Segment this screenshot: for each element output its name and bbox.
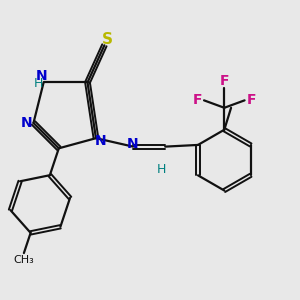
Text: S: S	[102, 32, 112, 47]
Text: H: H	[157, 163, 166, 176]
Text: N: N	[36, 69, 48, 83]
Text: N: N	[95, 134, 107, 148]
Text: CH₃: CH₃	[14, 255, 34, 265]
Text: F: F	[247, 93, 256, 107]
Text: N: N	[21, 116, 32, 130]
Text: H: H	[34, 76, 43, 90]
Text: F: F	[220, 74, 229, 88]
Text: F: F	[193, 93, 202, 107]
Text: N: N	[127, 137, 138, 151]
